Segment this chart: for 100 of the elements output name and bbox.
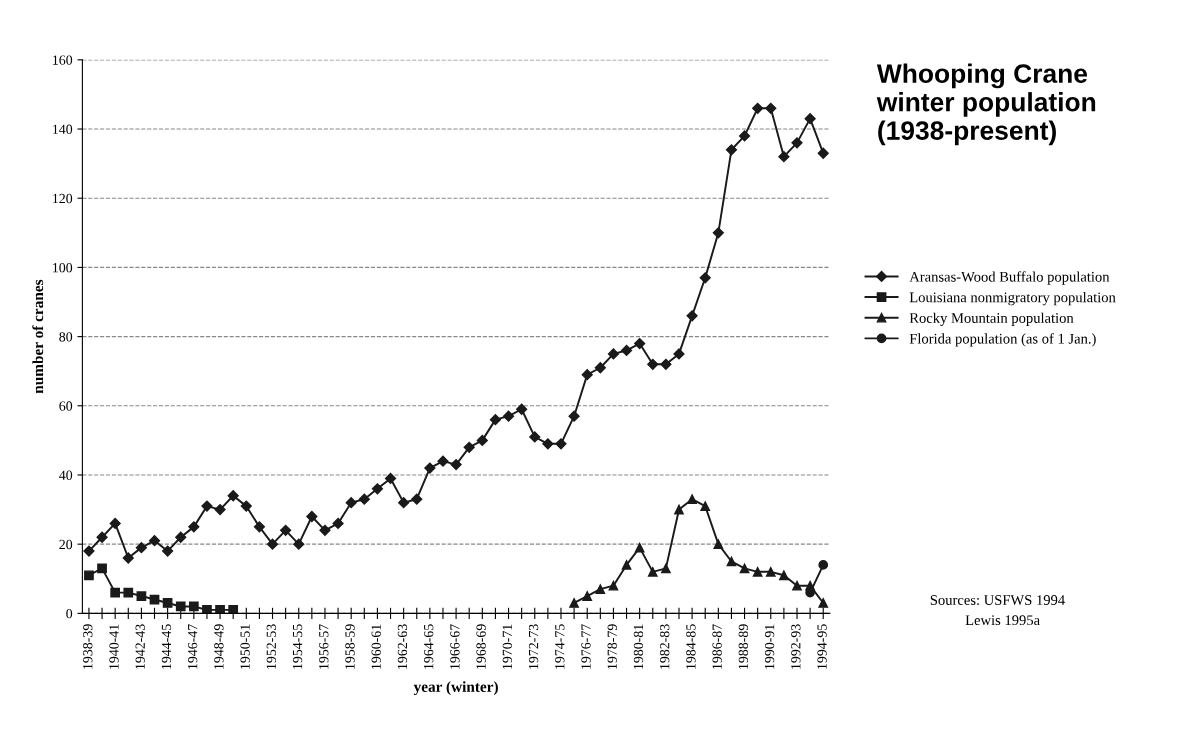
point (752, 566, 763, 577)
point (398, 497, 410, 509)
point (136, 591, 147, 601)
y-axis-title: number of cranes (32, 279, 44, 394)
point (765, 566, 776, 577)
point (661, 563, 671, 574)
x-tick-label: 1954-55 (292, 624, 303, 669)
y-tick-label: 60 (59, 401, 73, 411)
x-tick-label: 1944-45 (161, 624, 172, 669)
point (280, 524, 292, 536)
legend-label: Louisiana nonmigratory population (909, 292, 1116, 306)
x-tick-label: 1968-69 (476, 624, 486, 669)
point (148, 535, 161, 547)
point (450, 458, 462, 471)
point (97, 563, 107, 574)
point (228, 605, 239, 614)
y-tick-label: 140 (53, 124, 73, 134)
point (463, 441, 475, 453)
point (607, 348, 620, 360)
point (634, 337, 646, 350)
x-tick-label: 1962-63 (397, 624, 408, 669)
x-tick-label: 1940-41 (109, 624, 119, 669)
point (738, 130, 751, 142)
point (371, 483, 384, 495)
point (765, 102, 777, 114)
x-tick-label: 1976-77 (581, 624, 591, 669)
point (818, 598, 829, 608)
point (752, 102, 764, 114)
x-tick-label: 1964-65 (424, 624, 434, 669)
point (620, 344, 633, 357)
y-tick-label: 0 (66, 608, 73, 619)
text: Whooping Crane winter population (1938-present) (876, 63, 1096, 146)
point (700, 501, 711, 511)
point (739, 563, 750, 574)
point (529, 431, 541, 443)
point (266, 538, 279, 550)
point (779, 570, 789, 581)
point (712, 227, 724, 239)
point (384, 472, 397, 485)
x-tick-label: 1988-89 (738, 624, 749, 669)
point (135, 542, 147, 554)
x-tick-label: 1974-75 (555, 624, 565, 669)
point (595, 584, 606, 595)
x-tick-label: 1990-91 (764, 624, 775, 669)
point (660, 358, 672, 370)
x-tick-label: 1942-43 (135, 624, 145, 669)
legend-label: Aransas-Wood Buffalo population (909, 271, 1110, 285)
x-tick-label: 1958-59 (345, 624, 355, 669)
x-tick-label: 1956-57 (319, 624, 329, 669)
x-tick-label: 1982-83 (659, 624, 670, 669)
point (725, 144, 738, 156)
point (162, 545, 174, 557)
x-tick-label: 1952-53 (266, 624, 276, 669)
point (476, 434, 488, 446)
point (201, 500, 213, 512)
point (516, 403, 528, 415)
point (122, 552, 134, 564)
point (818, 560, 829, 570)
point (542, 438, 554, 450)
x-tick-label: 1984-85 (686, 624, 696, 669)
x-tick-label: 1966-67 (450, 624, 460, 669)
point (687, 494, 697, 505)
point (792, 580, 802, 591)
point (594, 362, 606, 374)
point (726, 556, 737, 567)
point (175, 531, 187, 543)
x-tick-label: 1992-93 (791, 624, 801, 669)
point (634, 542, 645, 553)
x-tick-label: 1970-71 (502, 624, 513, 669)
y-tick-label: 160 (53, 55, 73, 65)
point (109, 517, 121, 530)
point (227, 490, 239, 502)
point (188, 521, 200, 533)
legend-label: Florida population (as of 1 Jan.) (909, 333, 1096, 347)
x-tick-label: 1980-81 (633, 624, 644, 669)
point (332, 517, 344, 530)
point (502, 410, 515, 422)
x-tick-label: 1978-79 (607, 624, 617, 669)
point (240, 500, 252, 512)
point (686, 310, 698, 322)
point (424, 462, 436, 474)
point (778, 151, 790, 163)
point (345, 497, 357, 509)
x-tick-label: 1960-61 (371, 624, 381, 669)
point (319, 524, 331, 536)
point (358, 493, 370, 505)
point (110, 587, 121, 598)
point (411, 493, 423, 505)
x-tick-label: 1972-73 (528, 624, 539, 669)
x-axis-title: year (winter) (413, 681, 498, 696)
point (713, 539, 724, 550)
point (582, 591, 593, 601)
point (804, 113, 816, 125)
point (647, 358, 659, 370)
x-tick-label: 1938-39 (83, 624, 93, 669)
point (83, 545, 95, 557)
point (306, 510, 318, 523)
text: Lewis 1995a (965, 615, 1040, 626)
point (96, 531, 108, 543)
point (568, 410, 580, 422)
